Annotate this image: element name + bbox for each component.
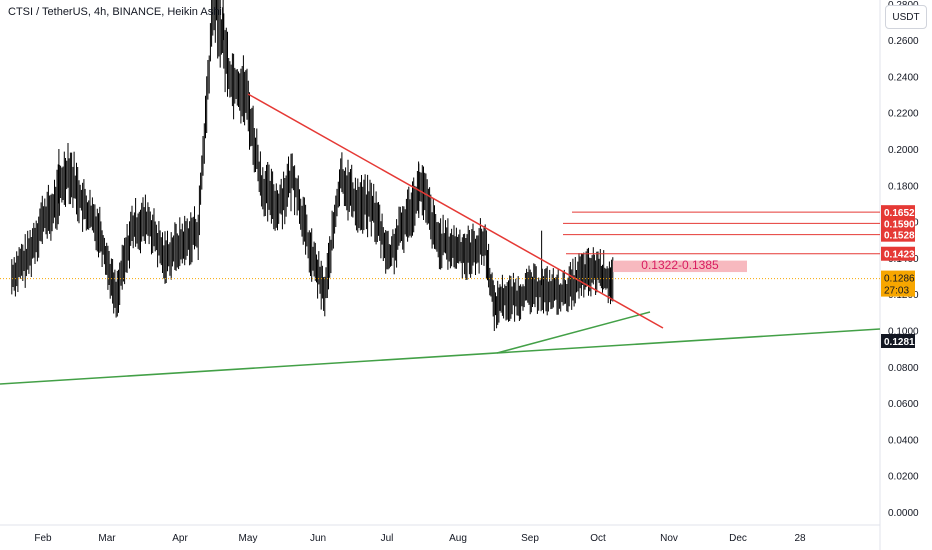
level-price-tag: 0.1590 [884, 219, 915, 230]
time-tick-label: Sep [521, 533, 539, 544]
price-tick-label: 0.0400 [888, 435, 919, 446]
price-tick-label: 0.2400 [888, 72, 919, 83]
time-tick-label: Jun [310, 533, 326, 544]
price-tick-label: 0.2000 [888, 145, 919, 156]
level-price-tag-bg [881, 216, 915, 231]
trendlines-layer: 0.1322-0.1385 [0, 93, 881, 385]
level-price-tag: 0.1423 [884, 250, 915, 261]
price-tick-label: 0.1000 [888, 327, 919, 338]
price-tick-label: 0.0600 [888, 399, 919, 410]
price-tick-label: 0.0000 [888, 508, 919, 519]
countdown-tag: 27:03 [884, 286, 909, 297]
time-tick-label: Mar [98, 533, 116, 544]
price-tick-label: 0.2600 [888, 36, 919, 47]
currency-unit-button[interactable]: USDT [885, 5, 927, 29]
level-price-tag: 0.1528 [884, 231, 915, 242]
price-tick-label: 0.0800 [888, 363, 919, 374]
price-tick-label: 0.1800 [888, 181, 919, 192]
last-price-tag: 0.1286 [884, 274, 915, 285]
long-support-trendline [0, 328, 881, 385]
candles-layer [11, 0, 614, 331]
time-tick-label: Aug [449, 533, 467, 544]
time-tick-label: May [239, 533, 258, 544]
level-price-tag-bg [881, 227, 915, 242]
time-axis[interactable]: Feb Mar Apr May Jun Jul Aug Sep Oct Nov Dec 28 [34, 533, 806, 544]
time-tick-label: Oct [590, 533, 606, 544]
last-price-tag-bg [881, 270, 915, 297]
time-tick-label: Jul [381, 533, 394, 544]
short-support-trendline [496, 311, 651, 354]
crosshair-price-bg [881, 334, 915, 348]
level-price-tag-bg [881, 246, 915, 261]
price-tick-label: 0.0200 [888, 472, 919, 483]
time-tick-label: 28 [794, 533, 806, 544]
crosshair-price-tag: 0.1281 [884, 337, 915, 348]
level-price-tag: 0.1652 [884, 208, 915, 219]
chart-title: CTSI / TetherUS, 4h, BINANCE, Heikin Ash… [8, 6, 222, 18]
price-tick-label: 0.2200 [888, 109, 919, 120]
level-price-tag-bg [881, 205, 915, 220]
time-tick-label: Feb [34, 533, 52, 544]
target-zone-label: 0.1322-0.1385 [641, 258, 719, 272]
time-tick-label: Dec [729, 533, 747, 544]
time-tick-label: Nov [660, 533, 678, 544]
resistance-trendline [247, 93, 664, 329]
target-zone-box [613, 260, 747, 273]
time-tick-label: Apr [172, 533, 188, 544]
